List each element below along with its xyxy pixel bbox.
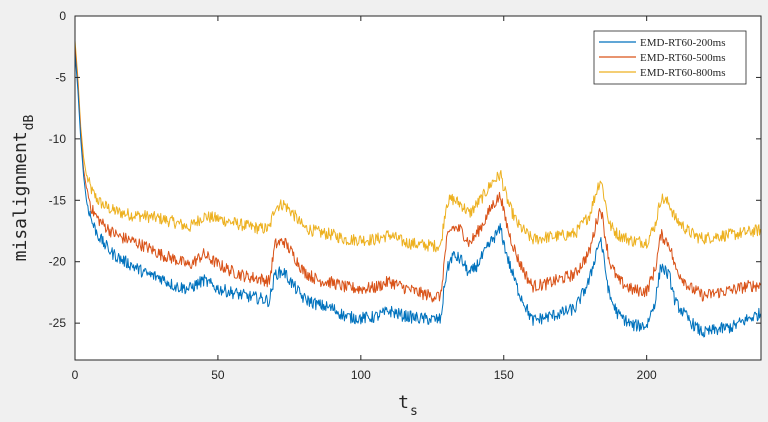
legend-label: EMD-RT60-800ms bbox=[640, 67, 726, 79]
y-tick-label: -25 bbox=[49, 316, 67, 330]
plot-frame bbox=[74, 15, 762, 361]
legend-label: EMD-RT60-200ms bbox=[640, 37, 726, 49]
legend: EMD-RT60-200ms EMD-RT60-500ms EMD-RT60-800… bbox=[593, 30, 747, 85]
series-layer bbox=[74, 40, 762, 338]
y-tick-label: -20 bbox=[49, 255, 67, 269]
x-tick-label: 150 bbox=[494, 368, 514, 382]
series-line-EMD-RT60-800ms bbox=[74, 40, 762, 253]
x-tick-label: 100 bbox=[351, 368, 371, 382]
legend-label: EMD-RT60-500ms bbox=[640, 52, 726, 64]
y-tick-label: -10 bbox=[49, 132, 67, 146]
series-line-EMD-RT60-200ms bbox=[74, 52, 762, 338]
y-tick-label: -15 bbox=[49, 193, 67, 207]
x-tick-label: 200 bbox=[637, 368, 657, 382]
x-axis-label-subscript: s bbox=[410, 404, 418, 419]
tick-layer: 0 50 100 150 200 0 -5 -10 -15 -20 -25 bbox=[49, 9, 761, 382]
y-axis-label-subscript: dB bbox=[22, 114, 37, 130]
legend-box bbox=[593, 30, 747, 85]
x-axis-label: ts bbox=[398, 392, 418, 419]
x-tick-label: 0 bbox=[72, 368, 79, 382]
y-tick-label: 0 bbox=[59, 9, 66, 23]
x-tick-label: 50 bbox=[211, 368, 225, 382]
y-tick-label: -5 bbox=[55, 70, 66, 84]
series-line-EMD-RT60-500ms bbox=[74, 46, 762, 303]
y-axis-label: misalignmentdB bbox=[10, 114, 37, 261]
